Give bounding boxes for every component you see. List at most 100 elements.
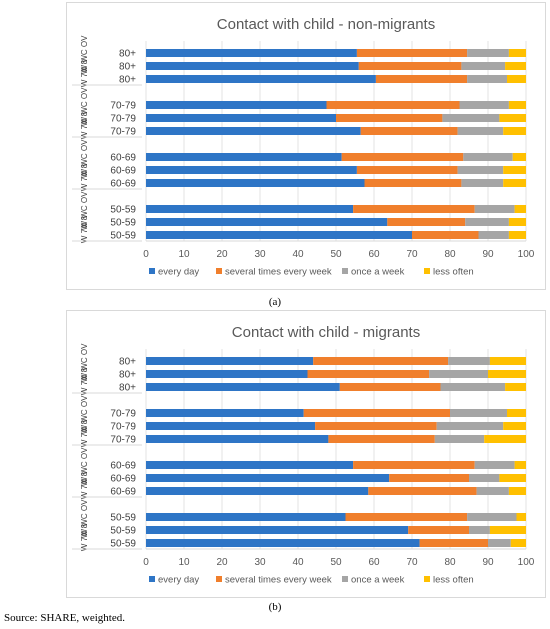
bar-segment-several-times-every-week [326, 101, 460, 109]
legend-label: less often [433, 267, 474, 278]
row-wave-label: W 7 [80, 484, 89, 499]
bar-segment-several-times-every-week [353, 205, 475, 213]
bar-segment-once-a-week [478, 231, 509, 239]
bar-segment-once-a-week [459, 101, 509, 109]
legend-label: once a week [351, 267, 405, 278]
row-age-label: 70-79 [110, 409, 136, 420]
bar-segment-once-a-week [488, 539, 511, 547]
bar-segment-every-day [146, 383, 340, 391]
row-age-label: 70-79 [110, 127, 136, 138]
row-wave-label: W 8 [80, 111, 89, 126]
bar-segment-once-a-week [463, 153, 513, 161]
bar-segment-several-times-every-week [328, 435, 435, 443]
bar-segment-every-day [146, 487, 369, 495]
bar-segment-several-times-every-week [339, 383, 441, 391]
bar-segment-every-day [146, 357, 314, 365]
bar-segment-once-a-week [474, 205, 515, 213]
bar-segment-every-day [146, 409, 304, 417]
bar-segment-less-often [508, 101, 526, 109]
bar-segment-less-often [508, 231, 526, 239]
x-tick-label: 0 [143, 249, 149, 260]
bar-segment-once-a-week [450, 409, 507, 417]
chart-title: Contact with child - non-migrants [217, 16, 435, 33]
bar-segment-several-times-every-week [375, 75, 468, 83]
bar-segment-every-day [146, 101, 327, 109]
x-tick-label: 70 [406, 557, 418, 568]
x-tick-label: 10 [178, 557, 190, 568]
row-wave-label: W 7 [80, 124, 89, 139]
x-tick-label: 10 [178, 249, 190, 260]
bar-segment-once-a-week [467, 75, 507, 83]
panel-label-b: (b) [268, 601, 282, 613]
x-tick-label: 40 [292, 249, 304, 260]
row-wave-label: W 7 [80, 380, 89, 395]
legend-swatch [149, 268, 155, 274]
bar-segment-less-often [505, 62, 526, 70]
row-age-label: 50-59 [110, 205, 136, 216]
x-tick-label: 70 [406, 249, 418, 260]
bar-segment-every-day [146, 231, 412, 239]
bar-segment-once-a-week [469, 474, 500, 482]
bar-segment-less-often [489, 357, 526, 365]
bar-segment-every-day [146, 205, 354, 213]
bar-segment-less-often [514, 205, 526, 213]
bar-segment-once-a-week [442, 114, 500, 122]
bar-segment-every-day [146, 114, 336, 122]
row-age-label: 60-69 [110, 474, 136, 485]
row-wave-label: W 8 [80, 523, 89, 538]
row-wave-label: W 7 [80, 228, 89, 243]
row-wave-label: W WC OV [80, 447, 89, 485]
row-age-label: 60-69 [110, 179, 136, 190]
legend-label: several times every week [225, 575, 332, 586]
bar-segment-every-day [146, 218, 388, 226]
row-age-label: 50-59 [110, 513, 136, 524]
legend-swatch [216, 268, 222, 274]
row-wave-label: W WC OV [80, 343, 89, 381]
legend-label: several times every week [225, 267, 332, 278]
bar-segment-every-day [146, 435, 329, 443]
x-tick-label: 50 [330, 249, 342, 260]
chart-title: Contact with child - migrants [232, 324, 420, 341]
row-wave-label: W 8 [80, 419, 89, 434]
bar-segment-less-often [512, 153, 526, 161]
bar-segment-less-often [514, 461, 526, 469]
chart-panel-a: Contact with child - non-migrants 0 10 20 30… [66, 2, 546, 290]
row-wave-label: W WC OV [80, 139, 89, 177]
bar-segment-less-often [503, 166, 526, 174]
bar-segment-every-day [146, 526, 409, 534]
bar-segment-less-often [505, 383, 526, 391]
x-tick-label: 100 [518, 249, 535, 260]
panel-label-a: (a) [268, 296, 282, 308]
bar-segment-less-often [516, 513, 526, 521]
legend-swatch [342, 268, 348, 274]
chart-b-svg: Contact with child - migrants 0 10 20 30 40 50… [72, 324, 535, 586]
bar-segment-every-day [146, 179, 365, 187]
bar-segment-less-often [499, 114, 526, 122]
x-tick-label: 20 [216, 249, 228, 260]
bar-segment-several-times-every-week [341, 153, 464, 161]
row-age-label: 80+ [119, 357, 136, 368]
bar-segment-every-day [146, 370, 308, 378]
chart-panel-b: Contact with child - migrants 0 10 20 30 40 50… [66, 310, 546, 598]
legend-label: less often [433, 575, 474, 586]
chart-a-svg: Contact with child - non-migrants 0 10 20 30… [72, 16, 535, 278]
x-tick-label: 0 [143, 557, 149, 568]
bar-segment-less-often [503, 422, 526, 430]
row-wave-label: W 8 [80, 367, 89, 382]
legend-swatch [149, 576, 155, 582]
bar-segment-less-often [488, 370, 526, 378]
row-wave-label: W 7 [80, 432, 89, 447]
bar-segment-several-times-every-week [408, 526, 469, 534]
x-tick-label: 100 [518, 557, 535, 568]
bar-segment-several-times-every-week [353, 461, 475, 469]
x-tick-label: 30 [254, 249, 266, 260]
row-wave-label: W 7 [80, 72, 89, 87]
row-wave-label: W 8 [80, 471, 89, 486]
bar-segment-every-day [146, 62, 359, 70]
bar-segment-several-times-every-week [307, 370, 430, 378]
x-tick-label: 60 [368, 557, 380, 568]
x-tick-label: 60 [368, 249, 380, 260]
bar-segment-several-times-every-week [358, 62, 462, 70]
bar-segment-less-often [507, 409, 526, 417]
bar-segment-less-often [489, 526, 526, 534]
